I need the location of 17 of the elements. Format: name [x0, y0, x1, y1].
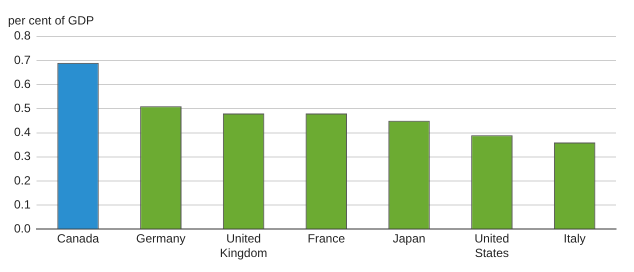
- y-tick-label: 0.1: [14, 197, 31, 212]
- y-tick-label: 0.6: [14, 76, 31, 91]
- y-tick-label: 0.8: [14, 28, 31, 43]
- y-axis-title: per cent of GDP: [8, 14, 94, 28]
- y-tick-label: 0.4: [14, 125, 31, 140]
- x-tick-label: United States: [474, 232, 510, 260]
- y-tick-label: 0.3: [14, 149, 31, 164]
- y-tick-label: 0.0: [14, 222, 31, 236]
- x-tick-label: Italy: [564, 232, 586, 246]
- y-tick-label: 0.2: [14, 173, 31, 188]
- y-tick-label: 0.7: [14, 52, 31, 67]
- x-tick-label: United Kingdom: [220, 232, 268, 260]
- x-tick-label: Canada: [57, 232, 100, 246]
- x-tick-label: France: [308, 232, 346, 246]
- x-tick-label: Germany: [136, 232, 186, 246]
- y-tick-label: 0.5: [14, 101, 31, 116]
- x-tick-label: Japan: [392, 232, 426, 246]
